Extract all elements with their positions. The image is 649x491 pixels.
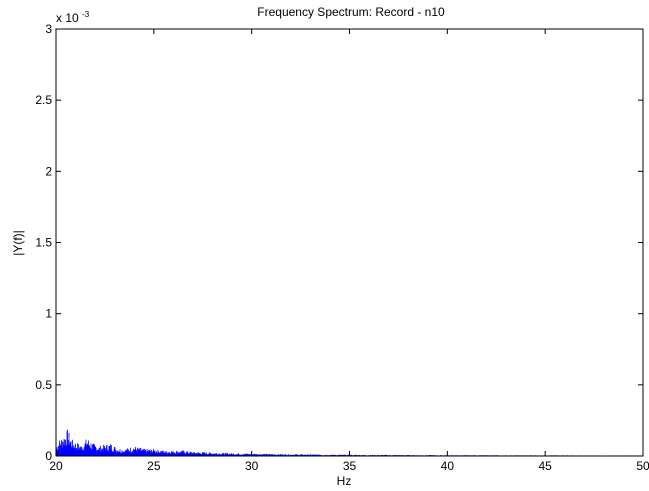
x-tick-label: 30 (245, 459, 259, 473)
y-tick-label: 2.5 (35, 93, 52, 107)
y-tick-label: 3 (45, 22, 52, 36)
y-axis-label: |Y(f)| (11, 230, 25, 256)
y-tick-label: 0.5 (35, 378, 52, 392)
y-exponent-base: x 10 (56, 11, 79, 25)
plot-layer: 20 25 30 35 40 45 50 0 0.5 1 1.5 2 2.5 3 (35, 22, 649, 473)
x-tick-label: 40 (441, 459, 455, 473)
x-axis-label: Hz (337, 474, 352, 488)
y-exponent-label: x 10 -3 (56, 10, 90, 25)
y-tick-label: 0 (45, 449, 52, 463)
x-tick-label: 35 (343, 459, 357, 473)
y-tick-label: 1 (45, 307, 52, 321)
x-tick-label: 50 (636, 459, 649, 473)
x-tick-label: 45 (538, 459, 552, 473)
axes-box (55, 28, 644, 457)
chart-title: Frequency Spectrum: Record - n10 (257, 5, 445, 19)
x-tick-label: 20 (49, 459, 63, 473)
x-tick-label: 25 (147, 459, 161, 473)
y-tick-label: 1.5 (35, 236, 52, 250)
y-exponent-power: -3 (82, 10, 90, 19)
y-tick-label: 2 (45, 164, 52, 178)
